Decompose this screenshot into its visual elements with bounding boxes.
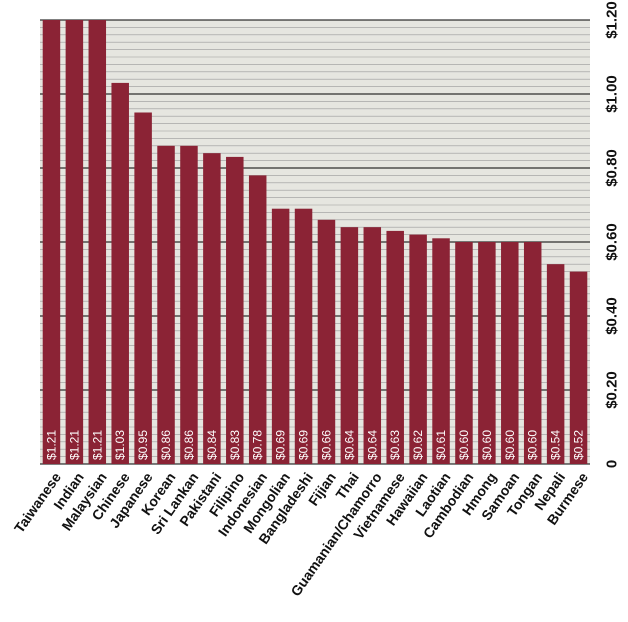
bar-value-label: $0.61 (434, 430, 448, 460)
bar-value-label: $0.62 (411, 430, 425, 460)
bar-value-label: $0.84 (205, 430, 219, 460)
bar-value-label: $1.03 (113, 430, 127, 460)
bar-value-label: $0.86 (159, 430, 173, 460)
bar (294, 208, 313, 464)
major-gridlines (40, 19, 590, 465)
bar-value-label: $0.60 (526, 430, 540, 460)
y-tick-label: $1.00 (604, 75, 621, 113)
bar (65, 20, 84, 464)
y-tick-label: $0.40 (604, 297, 621, 335)
bar-value-label: $0.60 (480, 430, 494, 460)
bar (88, 20, 107, 464)
bars (42, 20, 588, 465)
bar-value-label: $1.21 (44, 430, 58, 460)
bar-value-label: $0.60 (457, 430, 471, 460)
bar-value-label: $0.69 (297, 430, 311, 460)
bar-value-label: $0.83 (228, 430, 242, 460)
bar (363, 227, 382, 464)
bar-value-label: $0.95 (136, 430, 150, 460)
bar (271, 208, 290, 464)
bar-value-label: $0.52 (572, 430, 586, 460)
bar-value-label: $0.60 (503, 430, 517, 460)
bar-value-label: $0.69 (274, 430, 288, 460)
bar (203, 153, 221, 464)
category-labels: TaiwaneseIndianMalaysianChineseJapaneseK… (11, 469, 591, 599)
bar-value-labels: $1.21 $1.21 $1.21 $1.03 $0.95 $0.86 $0.86 $0.84… (44, 430, 585, 460)
bar (340, 227, 359, 464)
bar (523, 242, 542, 464)
bar (180, 145, 198, 465)
bar (478, 242, 496, 464)
bar (317, 219, 336, 464)
bar (501, 242, 519, 464)
bar (42, 20, 61, 464)
y-axis-tick-labels: 0 $0.20 $0.40 $0.60 $0.80 $1.00 $1.20 (604, 1, 621, 468)
bar (134, 112, 152, 464)
bar (432, 238, 450, 464)
y-tick-label: $1.20 (604, 1, 621, 39)
bar (157, 145, 175, 465)
y-tick-label: $0.60 (604, 223, 621, 261)
bar (546, 264, 565, 464)
bar-value-label: $0.66 (319, 430, 333, 460)
bar-value-label: $0.86 (182, 430, 196, 460)
bar-value-label: $0.64 (342, 430, 356, 460)
y-tick-label: $0.80 (604, 149, 621, 187)
bar-value-label: $1.21 (67, 430, 81, 460)
bar (248, 175, 267, 464)
bar (455, 242, 473, 464)
y-tick-label: 0 (604, 460, 621, 468)
bar-value-label: $0.64 (365, 430, 379, 460)
bar-value-label: $0.78 (251, 430, 265, 460)
bar-value-label: $0.63 (388, 430, 402, 460)
bar (386, 230, 404, 464)
bar-value-label: $0.54 (549, 430, 563, 460)
y-tick-label: $0.20 (604, 371, 621, 409)
bar (409, 234, 427, 464)
bar-value-label: $1.21 (90, 430, 104, 460)
bar (111, 82, 129, 465)
bar (226, 156, 244, 464)
bar (569, 271, 588, 464)
